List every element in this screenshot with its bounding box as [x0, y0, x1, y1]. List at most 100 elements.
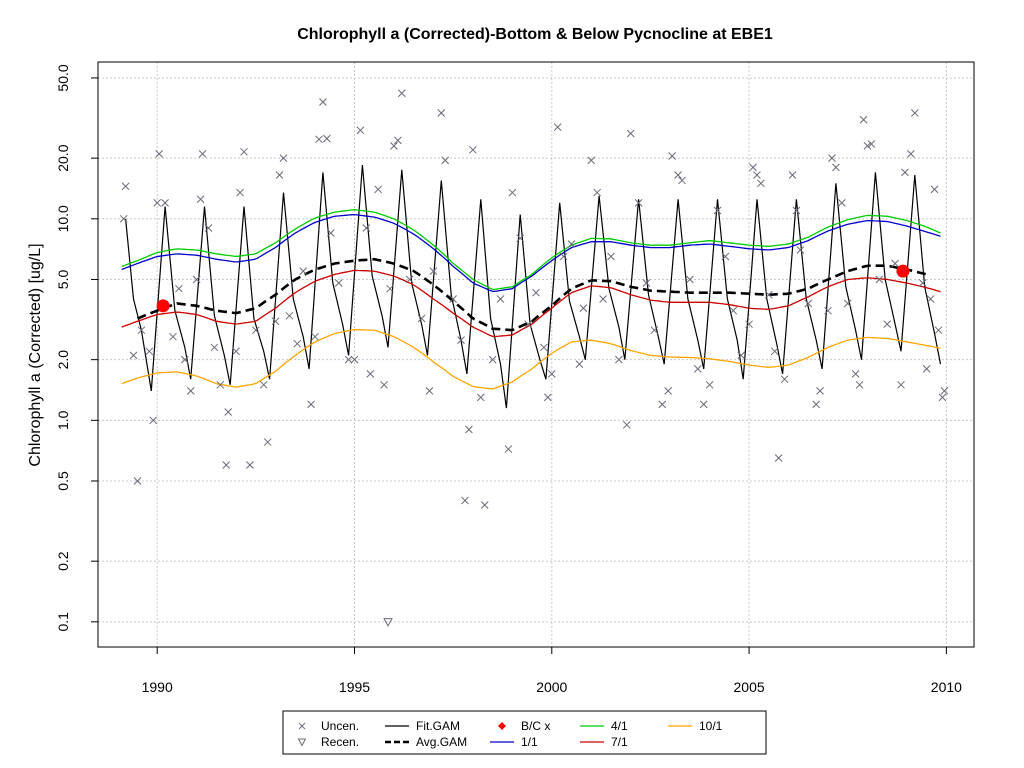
uncen-point [505, 446, 512, 453]
uncen-point [540, 344, 547, 351]
uncen-point [615, 356, 622, 363]
uncen-point [627, 130, 634, 137]
uncen-point [280, 155, 287, 162]
uncen-point [789, 171, 796, 178]
uncen-point [665, 387, 672, 394]
uncen-point [156, 150, 163, 157]
uncen-point [363, 225, 370, 232]
uncen-point [813, 401, 820, 408]
uncen-point [390, 142, 397, 149]
uncen-point [286, 312, 293, 319]
uncen-point [700, 401, 707, 408]
uncen-point [225, 408, 232, 415]
uncen-point [576, 361, 583, 368]
series-4-1-line [122, 210, 941, 290]
x-tick-label: 1995 [339, 679, 370, 695]
uncen-point [679, 177, 686, 184]
y-tick-label: 10.0 [55, 205, 71, 232]
uncen-point [852, 370, 859, 377]
uncen-point [939, 394, 946, 401]
uncen-point [560, 253, 567, 260]
uncen-point [860, 116, 867, 123]
uncen-point [252, 327, 259, 334]
uncen-point [300, 268, 307, 275]
uncen-point [272, 318, 279, 325]
uncen-point [856, 381, 863, 388]
uncen-point [162, 199, 169, 206]
uncen-point [477, 394, 484, 401]
x-tick-label: 2005 [734, 679, 765, 695]
uncen-point [775, 455, 782, 462]
y-tick-label: 5.0 [55, 270, 71, 290]
uncen-point [223, 462, 230, 469]
plot-frame [98, 62, 974, 647]
uncen-point [694, 365, 701, 372]
uncen-point [264, 439, 271, 446]
series-layer [120, 90, 948, 626]
y-tick-label: 1.0 [55, 410, 71, 430]
uncen-point [130, 352, 137, 359]
uncen-point [793, 207, 800, 214]
uncen-point [426, 387, 433, 394]
y-axis-label: Chlorophyll a (Corrected) [ug/L] [27, 243, 44, 466]
uncen-point [919, 280, 926, 287]
uncen-point [175, 285, 182, 292]
y-tick-label: 20.0 [55, 144, 71, 171]
legend-label: 1/1 [521, 735, 538, 749]
legend-label: 4/1 [611, 719, 628, 733]
uncen-point [706, 381, 713, 388]
legend-label: Uncen. [321, 719, 359, 733]
uncen-point [146, 348, 153, 355]
y-tick-label: 50.0 [55, 64, 71, 91]
uncen-point [260, 381, 267, 388]
uncen-point [907, 150, 914, 157]
uncen-point [753, 171, 760, 178]
legend-label: Avg.GAM [416, 735, 467, 749]
uncen-point [319, 98, 326, 105]
y-axis: 0.10.20.51.02.05.010.020.050.0 [55, 64, 98, 631]
uncen-point [911, 110, 918, 117]
x-tick-label: 2000 [536, 679, 567, 695]
uncen-point [199, 150, 206, 157]
series-bc-x [157, 265, 910, 313]
uncen-point [197, 196, 204, 203]
uncen-point [122, 183, 129, 190]
uncen-point [481, 501, 488, 508]
uncen-point [187, 387, 194, 394]
legend-label: B/C x [521, 719, 550, 733]
uncen-point [308, 401, 315, 408]
uncen-point [294, 340, 301, 347]
uncen-point [901, 169, 908, 176]
uncen-point [241, 148, 248, 155]
uncen-point [825, 307, 832, 314]
uncen-point [335, 280, 342, 287]
uncen-point [623, 421, 630, 428]
legend-label: 10/1 [699, 719, 723, 733]
y-tick-label: 0.5 [55, 471, 71, 491]
uncen-point [398, 90, 405, 97]
uncen-point [832, 164, 839, 171]
uncen-point [394, 137, 401, 144]
x-tick-label: 1990 [142, 679, 173, 695]
uncen-point [797, 247, 804, 254]
grid [98, 62, 974, 647]
uncen-point [357, 127, 364, 134]
uncen-point [418, 315, 425, 322]
uncen-point [233, 348, 240, 355]
uncen-point [580, 305, 587, 312]
uncen-point [738, 352, 745, 359]
uncen-point [211, 344, 218, 351]
uncen-point [675, 171, 682, 178]
x-axis: 1990 1995 2000 2005 2010 [142, 647, 963, 695]
uncen-point [714, 207, 721, 214]
uncen-point [935, 327, 942, 334]
uncen-point [237, 189, 244, 196]
plot-area [98, 62, 974, 647]
legend-label: Recen. [321, 735, 359, 749]
uncen-point [838, 199, 845, 206]
series-avg-gam [138, 259, 927, 330]
uncen-point [544, 394, 551, 401]
uncen-point [312, 333, 319, 340]
legend-label: 7/1 [611, 735, 628, 749]
